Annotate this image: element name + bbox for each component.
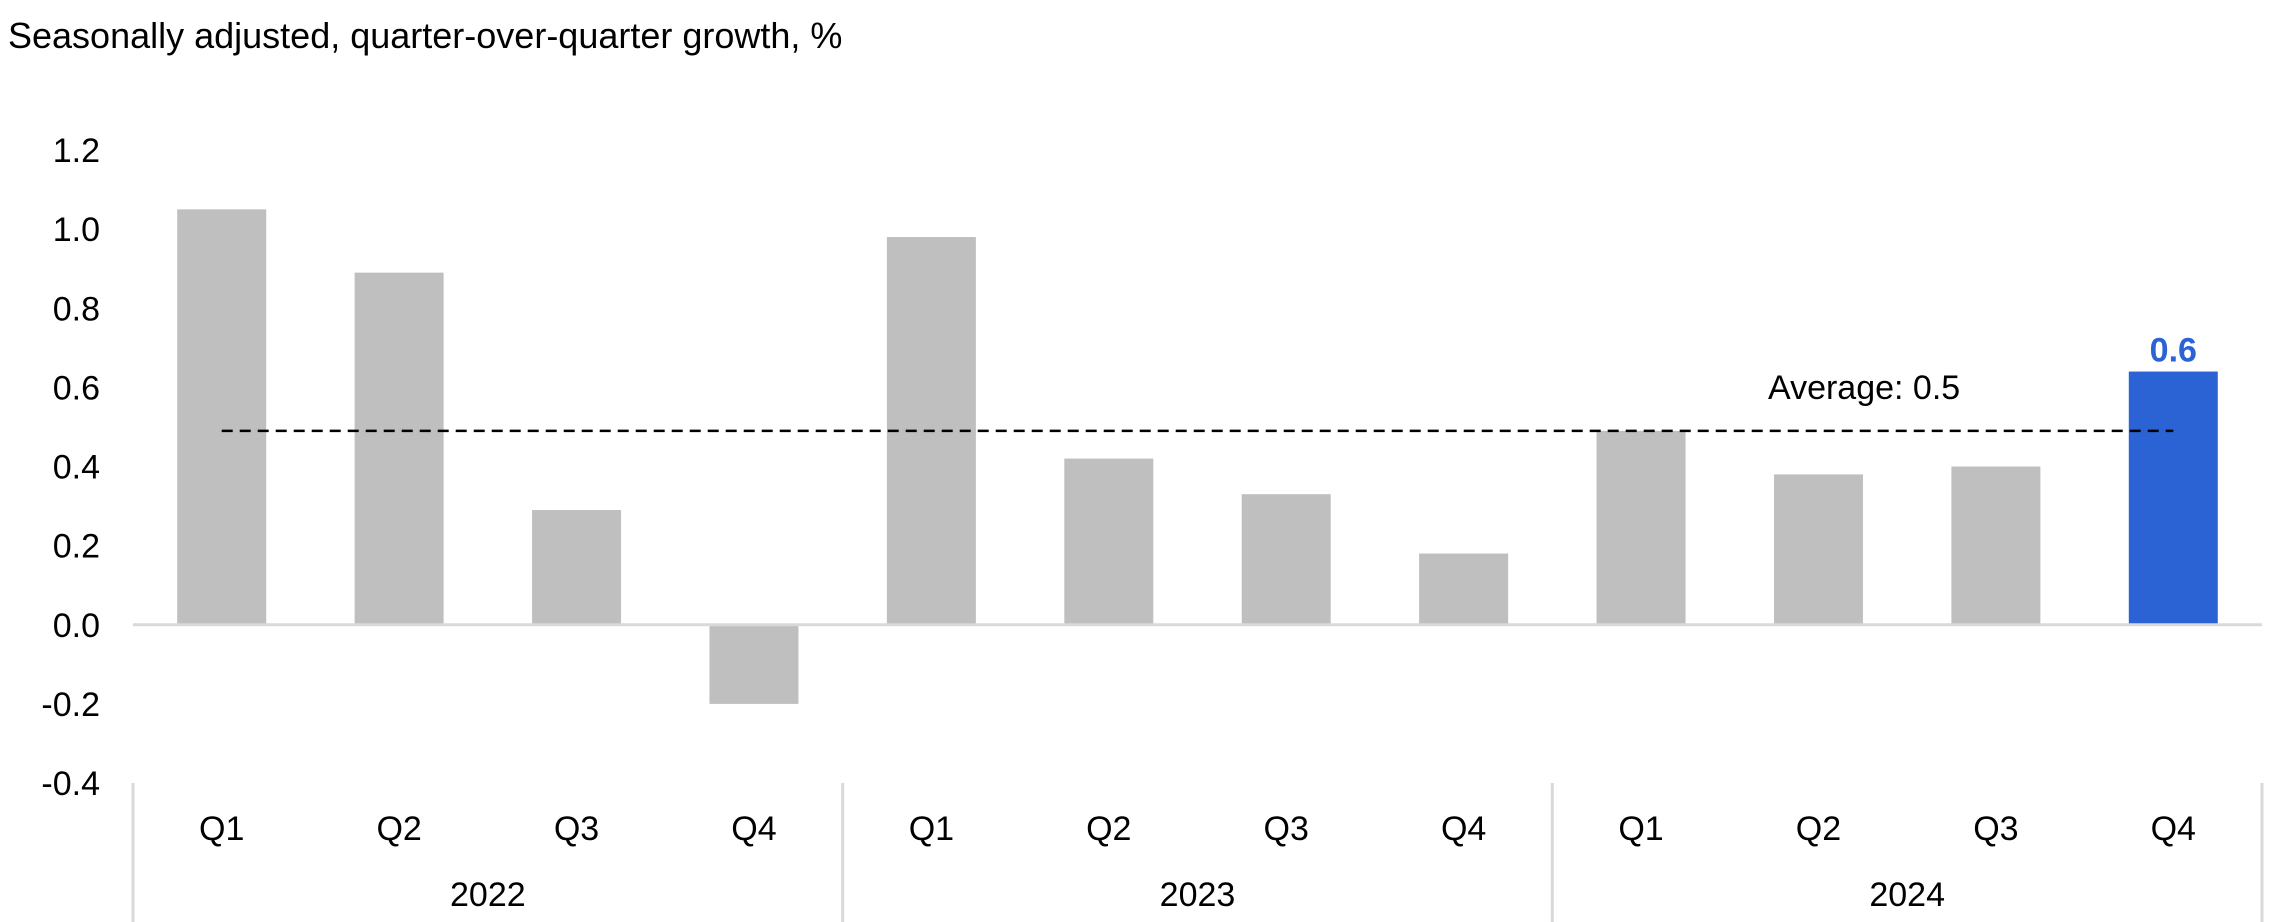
bar	[1596, 430, 1686, 625]
bar	[354, 272, 444, 625]
x-tick-label: Q2	[1796, 810, 1841, 848]
y-tick-label: 0.8	[53, 290, 100, 328]
y-tick-label: -0.4	[41, 765, 100, 803]
bar	[532, 510, 622, 625]
x-tick-label: Q4	[2151, 810, 2196, 848]
x-tick-label: Q1	[909, 810, 954, 848]
year-group-label: 2023	[1160, 876, 1236, 914]
x-tick-label: Q1	[1618, 810, 1663, 848]
y-tick-label: 1.0	[53, 211, 100, 249]
bar	[709, 624, 799, 704]
y-axis: 1.2 1.0 0.8 0.6 0.4 0.2 0.0 -0.2 -0.4	[41, 132, 100, 803]
x-axis-labels: Q1 Q2 Q3 Q4 2022 Q1 Q2 Q3 Q4 2023 Q1 Q2 Q3 Q4 2024	[131, 783, 2264, 922]
bar	[177, 209, 267, 625]
average-label: Average: 0.5	[1768, 369, 1960, 407]
bar	[1064, 458, 1154, 625]
year-group-label: 2024	[1869, 876, 1945, 914]
bar	[1773, 474, 1863, 625]
year-group-label: 2022	[450, 876, 526, 914]
x-tick-label: Q2	[376, 810, 421, 848]
bar	[1241, 494, 1331, 625]
highlight-value-label: 0.6	[2150, 332, 2197, 370]
average-line-group: Average: 0.5	[221, 369, 2174, 433]
x-tick-label: Q3	[1264, 810, 1309, 848]
y-tick-label: 0.4	[53, 449, 100, 487]
y-tick-label: -0.2	[41, 686, 100, 724]
x-tick-label: Q4	[1441, 810, 1486, 848]
x-tick-label: Q3	[1973, 810, 2018, 848]
x-tick-label: Q3	[554, 810, 599, 848]
x-tick-label: Q2	[1086, 810, 1131, 848]
bar	[1951, 466, 2041, 625]
bar	[1419, 553, 1509, 625]
x-tick-label: Q1	[199, 810, 244, 848]
x-tick-label: Q4	[731, 810, 776, 848]
bar-highlight	[2128, 371, 2218, 625]
y-tick-label: 1.2	[53, 132, 100, 170]
y-tick-label: 0.6	[53, 369, 100, 407]
bars: 0.6	[177, 209, 2218, 704]
y-tick-label: 0.0	[53, 607, 100, 645]
chart-title: Seasonally adjusted, quarter-over-quarte…	[8, 15, 842, 56]
y-tick-label: 0.2	[53, 528, 100, 566]
